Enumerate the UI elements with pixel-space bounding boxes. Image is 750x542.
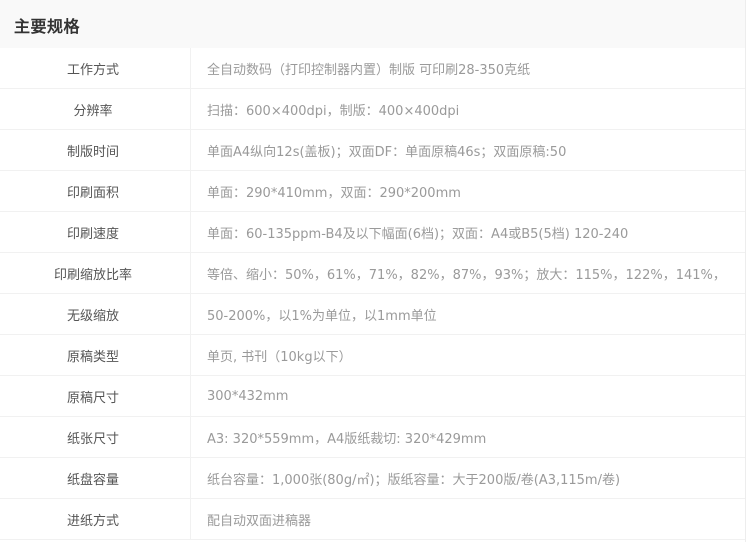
column-divider (190, 458, 191, 498)
spec-label: 印刷缩放比率 (53, 267, 132, 283)
spec-label: 无级缩放 (66, 308, 119, 324)
table-row: 纸盘容量 纸台容量：1,000张(80g/㎡)；版纸容量：大于200版/卷(A3,… (0, 458, 746, 499)
table-row: 印刷速度 单面：60-135ppm-B4及以下幅面(6档)；双面：A4或B5(5档… (0, 212, 746, 253)
column-divider (190, 376, 191, 416)
spec-value: 单页, 书刊（10kg以下） (207, 349, 352, 365)
spec-value: 全自动数码（打印控制器内置）制版 可印刷28-350克纸 (207, 62, 531, 78)
specifications-table: 工作方式 全自动数码（打印控制器内置）制版 可印刷28-350克纸分辨率 扫描：60… (0, 48, 746, 540)
spec-value: 单面：60-135ppm-B4及以下幅面(6档)；双面：A4或B5(5档) 12… (207, 226, 629, 242)
column-divider (190, 335, 191, 375)
spec-label: 印刷面积 (66, 185, 119, 201)
spec-label: 制版时间 (66, 144, 119, 160)
page-title: 主要规格 (14, 17, 81, 36)
column-divider (190, 171, 191, 211)
table-row: 纸张尺寸 A3: 320*559mm，A4版纸裁切: 320*429mm (0, 417, 746, 458)
spec-label: 分辨率 (73, 103, 113, 119)
column-divider (190, 253, 191, 293)
column-divider (190, 212, 191, 252)
spec-header: 主要规格 (0, 0, 746, 48)
table-row: 无级缩放 50-200%，以1%为单位，以1mm单位 (0, 294, 746, 335)
spec-label: 印刷速度 (66, 226, 119, 242)
column-divider (190, 499, 191, 539)
column-divider (190, 294, 191, 334)
table-row: 印刷面积 单面：290*410mm，双面：290*200mm (0, 171, 746, 212)
spec-label: 工作方式 (66, 62, 119, 78)
spec-value: 配自动双面进稿器 (207, 513, 312, 529)
spec-value: 单面：290*410mm，双面：290*200mm (207, 185, 461, 201)
spec-label: 原稿类型 (66, 349, 119, 365)
spec-value: 单面A4纵向12s(盖板)；双面DF：单面原稿46s；双面原稿:50 (207, 144, 567, 160)
spec-value: 等倍、缩小：50%，61%，71%，82%，87%，93%；放大：115%，12… (207, 267, 726, 283)
spec-value: 300*432mm (207, 388, 289, 404)
spec-label: 纸盘容量 (66, 472, 119, 488)
spec-value: 扫描：600×400dpi，制版：400×400dpi (207, 103, 460, 119)
spec-value: A3: 320*559mm，A4版纸裁切: 320*429mm (207, 431, 487, 447)
table-row: 分辨率 扫描：600×400dpi，制版：400×400dpi (0, 89, 746, 130)
column-divider (190, 89, 191, 129)
table-row: 原稿类型 单页, 书刊（10kg以下） (0, 335, 746, 376)
spec-label: 进纸方式 (66, 513, 119, 529)
spec-value: 纸台容量：1,000张(80g/㎡)；版纸容量：大于200版/卷(A3,115m… (207, 472, 621, 488)
column-divider (190, 417, 191, 457)
table-row: 制版时间 单面A4纵向12s(盖板)；双面DF：单面原稿46s；双面原稿:50 (0, 130, 746, 171)
table-row: 进纸方式 配自动双面进稿器 (0, 499, 746, 540)
table-row: 工作方式 全自动数码（打印控制器内置）制版 可印刷28-350克纸 (0, 48, 746, 89)
spec-label: 纸张尺寸 (66, 431, 119, 447)
spec-label: 原稿尺寸 (66, 390, 119, 406)
column-divider (190, 48, 191, 88)
table-row: 印刷缩放比率 等倍、缩小：50%，61%，71%，82%，87%，93%；放大：1… (0, 253, 746, 294)
spec-value: 50-200%，以1%为单位，以1mm单位 (207, 308, 437, 324)
column-divider (190, 130, 191, 170)
table-row: 原稿尺寸 300*432mm (0, 376, 746, 417)
